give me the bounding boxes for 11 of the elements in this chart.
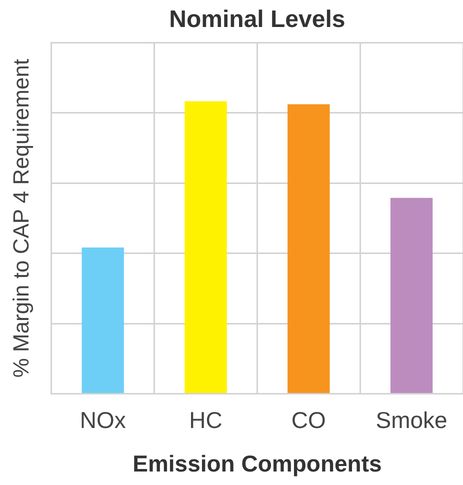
bar xyxy=(390,198,433,394)
bar xyxy=(288,104,330,394)
x-tick-label: HC xyxy=(189,406,222,433)
x-tick-label: NOx xyxy=(80,406,126,433)
x-tick-label: Smoke xyxy=(376,406,448,433)
x-axis-title: Emission Components xyxy=(132,450,382,477)
chart-title: Nominal Levels xyxy=(169,6,346,34)
bar xyxy=(82,248,124,394)
y-axis-title: % Margin to CAP 4 Requirement xyxy=(8,58,34,378)
bar xyxy=(184,101,227,394)
x-tick-label: CO xyxy=(291,406,326,433)
